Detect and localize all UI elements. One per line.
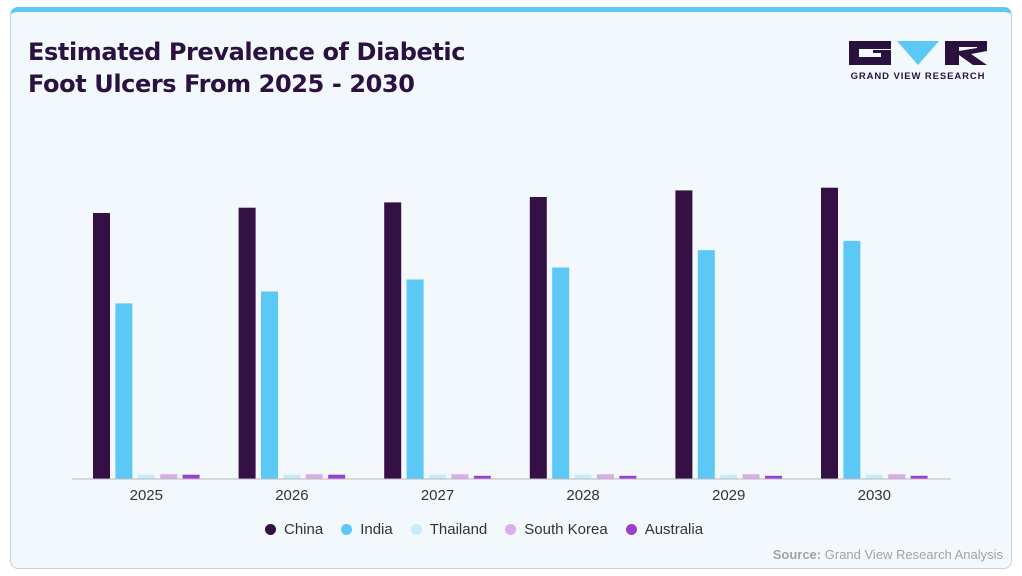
chart-title-line-2: Foot Ulcers From 2025 - 2030 <box>28 70 415 98</box>
chart-title: Estimated Prevalence of Diabetic Foot Ul… <box>28 36 465 100</box>
bar-2025-thailand <box>137 474 155 479</box>
logo-text: GRAND VIEW RESEARCH <box>850 71 986 82</box>
bar-2028-china <box>529 197 547 479</box>
bar-2030-australia <box>910 475 928 479</box>
bar-2030-thailand <box>865 474 883 479</box>
legend-item-thailand: Thailand <box>410 521 488 538</box>
bar-2026-south-korea <box>305 474 323 479</box>
bar-2027-south-korea <box>451 474 469 479</box>
legend-item-china: China <box>265 521 323 538</box>
legend-label-south-korea: South Korea <box>524 521 608 538</box>
bar-2028-thailand <box>574 474 592 479</box>
source-note: Source: Grand View Research Analysis <box>773 547 1003 562</box>
bar-2030-china <box>821 187 838 479</box>
legend-label-thailand: Thailand <box>429 521 488 538</box>
bar-2028-south-korea <box>597 474 614 479</box>
bar-2028-australia <box>619 475 637 479</box>
chart-title-line-1: Estimated Prevalence of Diabetic <box>28 38 466 66</box>
bar-2026-thailand <box>283 474 301 479</box>
bar-2029-china <box>675 190 693 479</box>
legend-item-india: India <box>341 521 393 538</box>
bar-2027-china <box>384 202 402 479</box>
bar-2030-south-korea <box>888 474 906 479</box>
bar-2025-south-korea <box>160 474 178 479</box>
bar-2027-india <box>406 279 424 479</box>
x-tick-label-2029: 2029 <box>712 487 745 504</box>
grand-view-research-logo: GRAND VIEW RESEARCH <box>847 39 989 83</box>
chart-legend: China India Thailand South Korea Australia <box>265 521 703 538</box>
x-tick-label-2025: 2025 <box>130 487 163 504</box>
bar-2028-india <box>552 267 570 479</box>
bar-2030-india <box>843 240 861 479</box>
bar-2025-china <box>93 213 110 479</box>
bar-2029-australia <box>765 475 782 479</box>
x-tick-label-2026: 2026 <box>275 487 308 504</box>
bar-2026-india <box>261 291 278 479</box>
legend-item-south-korea: South Korea <box>505 521 608 538</box>
x-tick-label-2028: 2028 <box>566 487 599 504</box>
bar-2027-australia <box>473 475 491 479</box>
legend-item-australia: Australia <box>625 521 704 538</box>
bar-2029-south-korea <box>742 474 760 479</box>
legend-marker-south-korea <box>505 524 517 535</box>
legend-label-china: China <box>284 521 324 538</box>
legend-marker-thailand <box>410 524 422 535</box>
source-label: Source: <box>772 547 822 562</box>
bar-2026-china <box>238 207 256 479</box>
bar-2026-australia <box>328 474 346 479</box>
bar-2027-thailand <box>429 474 446 479</box>
legend-label-india: India <box>360 521 393 538</box>
legend-marker-india <box>341 524 353 535</box>
bar-2029-india <box>697 250 715 479</box>
bar-2029-thailand <box>720 474 738 479</box>
logo-mark-icon <box>849 41 987 65</box>
bar-2025-australia <box>182 474 200 479</box>
source-text: Grand View Research Analysis <box>824 547 1003 562</box>
x-tick-label-2027: 2027 <box>421 487 454 504</box>
x-tick-label-2030: 2030 <box>858 487 891 504</box>
legend-label-australia: Australia <box>644 521 704 538</box>
bar-2025-india <box>115 303 133 479</box>
legend-marker-china <box>265 524 276 535</box>
legend-marker-australia <box>625 524 637 535</box>
